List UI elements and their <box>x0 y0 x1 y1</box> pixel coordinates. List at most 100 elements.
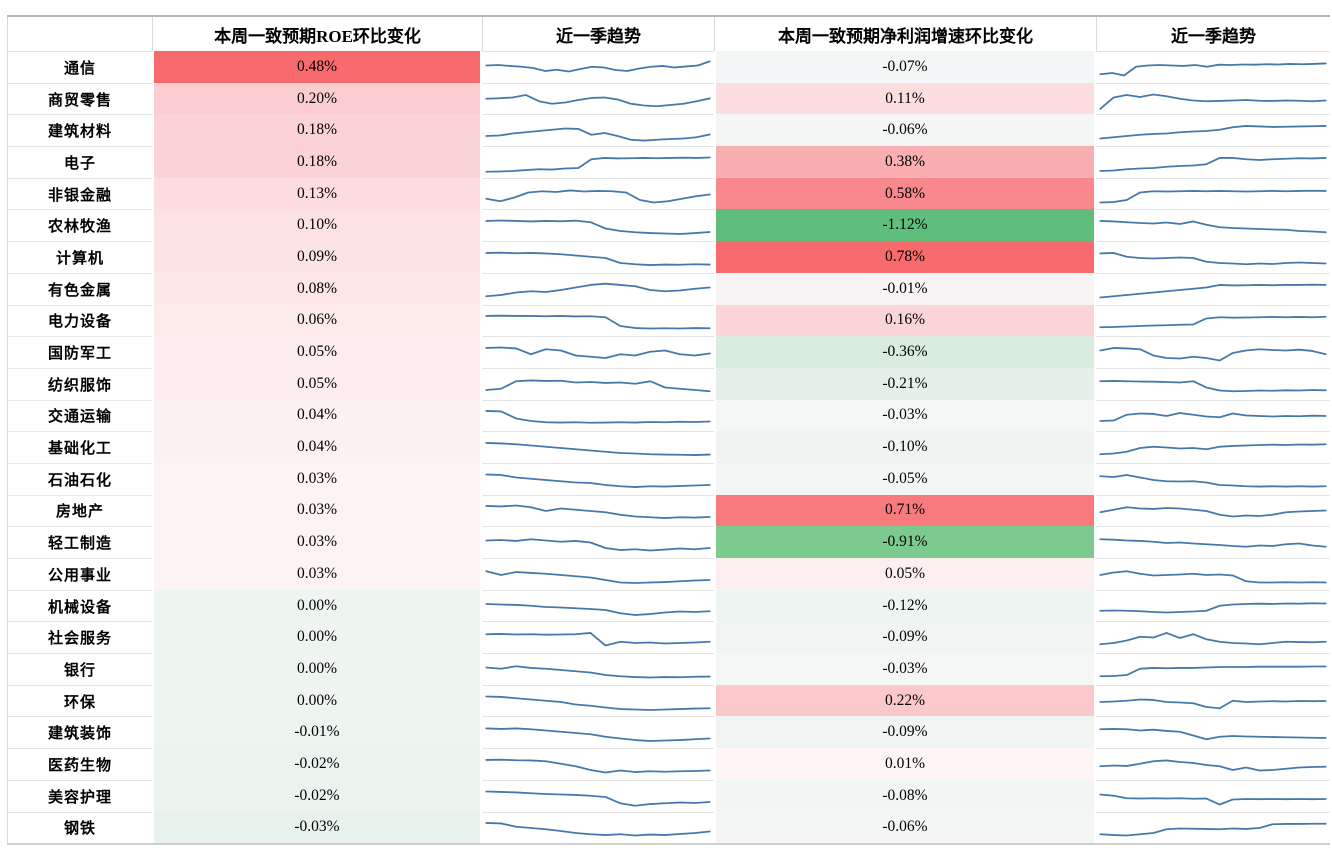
np-trend-sparkline <box>1096 209 1330 242</box>
np-growth-change-cell: 0.16% <box>714 304 1096 337</box>
roe-trend-sparkline <box>482 716 714 749</box>
industry-label: 电力设备 <box>7 304 152 337</box>
np-trend-sparkline <box>1096 272 1330 305</box>
roe-change-cell: 0.04% <box>152 431 482 463</box>
industry-label: 机械设备 <box>7 589 152 622</box>
np-growth-change-cell: -1.12% <box>714 209 1096 242</box>
industry-label: 国防军工 <box>7 336 152 368</box>
np-trend-sparkline <box>1096 431 1330 463</box>
np-growth-change-cell: -0.07% <box>714 51 1096 83</box>
np-growth-change-cell: -0.05% <box>714 462 1096 495</box>
industry-label: 电子 <box>7 146 152 178</box>
roe-change-cell: 0.05% <box>152 336 482 368</box>
roe-trend-sparkline <box>482 431 714 463</box>
industry-label: 钢铁 <box>7 811 152 844</box>
roe-trend-sparkline <box>482 462 714 495</box>
roe-trend-sparkline <box>482 82 714 115</box>
roe-trend-sparkline <box>482 367 714 400</box>
industry-consensus-table: 本周一致预期ROE环比变化 近一季趋势 本周一致预期净利润增速环比变化 近一季趋… <box>7 15 1330 846</box>
industry-label: 基础化工 <box>7 431 152 463</box>
np-growth-change-cell: -0.12% <box>714 589 1096 622</box>
roe-trend-sparkline <box>482 621 714 654</box>
industry-label: 房地产 <box>7 494 152 527</box>
np-growth-change-cell: -0.01% <box>714 272 1096 305</box>
np-trend-sparkline <box>1096 748 1330 780</box>
roe-change-cell: -0.01% <box>152 716 482 749</box>
roe-trend-sparkline <box>482 304 714 337</box>
roe-change-cell: 0.00% <box>152 684 482 717</box>
industry-label: 环保 <box>7 684 152 717</box>
roe-change-cell: -0.02% <box>152 779 482 812</box>
roe-trend-sparkline <box>482 399 714 432</box>
header-roe-change: 本周一致预期ROE环比变化 <box>152 17 482 51</box>
np-trend-sparkline <box>1096 399 1330 432</box>
roe-trend-sparkline <box>482 653 714 685</box>
header-roe-trend: 近一季趋势 <box>482 17 714 51</box>
roe-trend-sparkline <box>482 114 714 147</box>
industry-label: 公用事业 <box>7 558 152 590</box>
np-trend-sparkline <box>1096 589 1330 622</box>
np-trend-sparkline <box>1096 241 1330 273</box>
roe-change-cell: 0.03% <box>152 494 482 527</box>
np-growth-change-cell: 0.58% <box>714 177 1096 210</box>
roe-trend-sparkline <box>482 748 714 780</box>
np-growth-change-cell: 0.11% <box>714 82 1096 115</box>
np-growth-change-cell: 0.71% <box>714 494 1096 527</box>
np-growth-change-cell: 0.01% <box>714 748 1096 780</box>
industry-label: 通信 <box>7 51 152 83</box>
np-trend-sparkline <box>1096 716 1330 749</box>
np-trend-sparkline <box>1096 146 1330 178</box>
roe-change-cell: -0.02% <box>152 748 482 780</box>
roe-trend-sparkline <box>482 684 714 717</box>
np-trend-sparkline <box>1096 336 1330 368</box>
roe-trend-sparkline <box>482 779 714 812</box>
header-np-trend: 近一季趋势 <box>1096 17 1330 51</box>
industry-label: 建筑材料 <box>7 114 152 147</box>
np-trend-sparkline <box>1096 494 1330 527</box>
np-growth-change-cell: -0.06% <box>714 114 1096 147</box>
industry-label: 交通运输 <box>7 399 152 432</box>
roe-change-cell: 0.03% <box>152 558 482 590</box>
industry-label: 社会服务 <box>7 621 152 654</box>
roe-change-cell: 0.18% <box>152 114 482 147</box>
industry-label: 建筑装饰 <box>7 716 152 749</box>
np-trend-sparkline <box>1096 653 1330 685</box>
roe-change-cell: 0.03% <box>152 462 482 495</box>
np-trend-sparkline <box>1096 367 1330 400</box>
np-trend-sparkline <box>1096 177 1330 210</box>
np-trend-sparkline <box>1096 82 1330 115</box>
roe-trend-sparkline <box>482 558 714 590</box>
roe-change-cell: 0.00% <box>152 589 482 622</box>
industry-label: 计算机 <box>7 241 152 273</box>
industry-label: 有色金属 <box>7 272 152 305</box>
industry-label: 石油石化 <box>7 462 152 495</box>
industry-label: 纺织服饰 <box>7 367 152 400</box>
header-industry <box>7 17 152 51</box>
np-trend-sparkline <box>1096 558 1330 590</box>
roe-trend-sparkline <box>482 589 714 622</box>
roe-trend-sparkline <box>482 51 714 83</box>
np-trend-sparkline <box>1096 779 1330 812</box>
roe-trend-sparkline <box>482 811 714 844</box>
np-growth-change-cell: 0.78% <box>714 241 1096 273</box>
np-growth-change-cell: -0.03% <box>714 399 1096 432</box>
roe-change-cell: 0.04% <box>152 399 482 432</box>
np-trend-sparkline <box>1096 621 1330 654</box>
roe-change-cell: 0.20% <box>152 82 482 115</box>
np-growth-change-cell: 0.22% <box>714 684 1096 717</box>
np-growth-change-cell: -0.21% <box>714 367 1096 400</box>
np-growth-change-cell: -0.91% <box>714 526 1096 558</box>
roe-trend-sparkline <box>482 241 714 273</box>
roe-trend-sparkline <box>482 177 714 210</box>
np-growth-change-cell: -0.09% <box>714 716 1096 749</box>
roe-change-cell: 0.10% <box>152 209 482 242</box>
np-trend-sparkline <box>1096 526 1330 558</box>
roe-trend-sparkline <box>482 336 714 368</box>
np-growth-change-cell: -0.36% <box>714 336 1096 368</box>
np-trend-sparkline <box>1096 811 1330 844</box>
industry-label: 商贸零售 <box>7 82 152 115</box>
roe-trend-sparkline <box>482 494 714 527</box>
np-growth-change-cell: -0.10% <box>714 431 1096 463</box>
industry-label: 农林牧渔 <box>7 209 152 242</box>
roe-change-cell: 0.03% <box>152 526 482 558</box>
